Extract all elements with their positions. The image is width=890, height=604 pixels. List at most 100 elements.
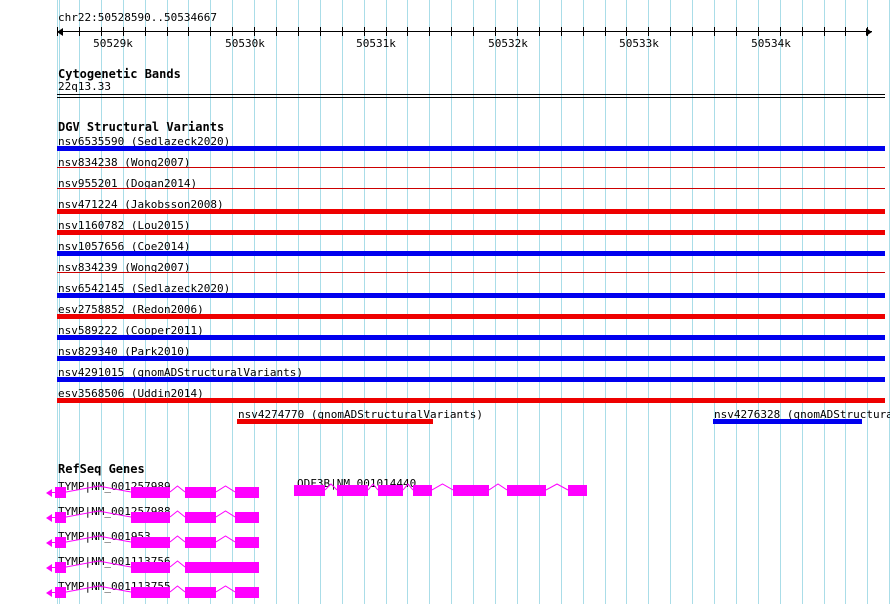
gene-intron	[66, 509, 131, 520]
dgv-variant-bar[interactable]	[57, 167, 885, 168]
cytogenetic-band-label[interactable]: 22q13.33	[58, 80, 111, 93]
dgv-variant-label[interactable]: nsv4276328 (gnomADStructuralV	[714, 408, 890, 421]
gene-exon[interactable]	[337, 485, 368, 496]
gene-exon[interactable]	[131, 537, 170, 548]
refseq-gene-label[interactable]: TYMP|NM_001113756	[58, 555, 171, 568]
dgv-variant-bar[interactable]	[57, 293, 885, 298]
dgv-variant-label[interactable]: nsv834239 (Wong2007)	[58, 261, 191, 274]
gene-exon[interactable]	[131, 562, 170, 573]
cytoband-rule-bottom	[57, 97, 885, 98]
gene-exon[interactable]	[55, 587, 66, 598]
gridline	[648, 0, 649, 604]
dgv-variant-bar[interactable]	[57, 335, 885, 340]
gene-exon[interactable]	[185, 562, 259, 573]
dgv-variant-label[interactable]: nsv1160782 (Lou2015)	[58, 219, 191, 232]
dgv-variant-bar[interactable]	[57, 314, 885, 319]
gene-intron	[170, 509, 185, 520]
gene-exon[interactable]	[131, 512, 170, 523]
dgv-variant-bar[interactable]	[57, 398, 885, 403]
gene-exon[interactable]	[185, 587, 216, 598]
gridline	[429, 0, 430, 604]
gene-exon[interactable]	[131, 487, 170, 498]
ruler-tick	[298, 27, 299, 36]
dgv-variant-label[interactable]: nsv955201 (Dogan2014)	[58, 177, 198, 190]
gridline	[561, 0, 562, 604]
gene-exon[interactable]	[55, 562, 66, 573]
gridline	[495, 0, 496, 604]
gene-exon[interactable]	[453, 485, 489, 496]
gene-intron	[170, 584, 185, 595]
dgv-variant-bar[interactable]	[57, 188, 885, 189]
dgv-variant-bar[interactable]	[57, 377, 885, 382]
dgv-variant-label[interactable]: nsv829340 (Park2010)	[58, 345, 191, 358]
gene-intron	[216, 534, 235, 545]
dgv-variant-bar[interactable]	[57, 230, 885, 235]
gene-exon[interactable]	[131, 587, 170, 598]
gene-strand-arrow-icon	[46, 489, 52, 497]
gene-exon[interactable]	[185, 487, 216, 498]
dgv-variant-label[interactable]: nsv6542145 (Sedlazeck2020)	[58, 282, 231, 295]
dgv-variant-label[interactable]: nsv4274770 (gnomADStructuralVariants)	[238, 408, 484, 421]
dgv-variant-label[interactable]: nsv4291015 (gnomADStructuralVariants)	[58, 366, 304, 379]
gene-exon[interactable]	[55, 537, 66, 548]
gene-exon[interactable]	[185, 512, 216, 523]
refseq-gene-label[interactable]: TYMP|NM_001257988	[58, 505, 171, 518]
ruler-tick-label: 50533k	[619, 37, 659, 50]
dgv-variant-bar[interactable]	[237, 419, 433, 424]
gridline	[451, 0, 452, 604]
gene-exon[interactable]	[235, 512, 259, 523]
gene-exon[interactable]	[413, 485, 432, 496]
gene-exon[interactable]	[55, 512, 66, 523]
ruler-tick	[407, 27, 408, 36]
gene-exon[interactable]	[235, 487, 259, 498]
ruler-tick	[101, 27, 102, 36]
ruler-tick	[845, 27, 846, 36]
gene-strand-arrow-icon	[46, 514, 52, 522]
dgv-variant-bar[interactable]	[713, 419, 862, 424]
refseq-gene-label[interactable]: ODF3B|NM_001014440	[297, 477, 417, 490]
dgv-variant-bar[interactable]	[57, 251, 885, 256]
ruler-tick	[495, 27, 496, 36]
refseq-gene-label[interactable]: TYMP|NM_001953	[58, 530, 151, 543]
dgv-variant-label[interactable]: nsv6535590 (Sedlazeck2020)	[58, 135, 231, 148]
dgv-variant-bar[interactable]	[57, 146, 885, 151]
dgv-variant-label[interactable]: nsv1057656 (Coe2014)	[58, 240, 191, 253]
ruler-left-arrow-icon[interactable]	[57, 28, 63, 36]
dgv-variant-bar[interactable]	[57, 209, 885, 214]
gene-exon[interactable]	[378, 485, 403, 496]
gene-intron	[170, 559, 185, 570]
refseq-gene-label[interactable]: TYMP|NM_001113755	[58, 580, 171, 593]
gene-exon[interactable]	[185, 537, 216, 548]
gene-exon[interactable]	[568, 485, 587, 496]
ruler-tick	[342, 27, 343, 36]
gridline	[539, 0, 540, 604]
ruler-tick	[802, 27, 803, 36]
ruler-tick	[561, 27, 562, 36]
dgv-variant-label[interactable]: nsv471224 (Jakobsson2008)	[58, 198, 224, 211]
gene-intron	[216, 484, 235, 495]
gene-exon[interactable]	[55, 487, 66, 498]
dgv-variant-bar[interactable]	[57, 356, 885, 361]
ruler-tick	[758, 27, 759, 36]
gene-strand-arrow-icon	[46, 589, 52, 597]
gene-exon[interactable]	[507, 485, 546, 496]
dgv-variant-label[interactable]: esv3568506 (Uddin2014)	[58, 387, 204, 400]
gridline	[758, 0, 759, 604]
ruler-right-arrow-icon[interactable]	[866, 28, 872, 36]
gridline	[867, 0, 868, 604]
ruler-tick	[123, 27, 124, 36]
gene-intron	[489, 482, 507, 493]
ruler-tick	[210, 27, 211, 36]
dgv-variant-label[interactable]: esv2758852 (Redon2006)	[58, 303, 204, 316]
gene-exon[interactable]	[235, 537, 259, 548]
dgv-variant-label[interactable]: nsv589222 (Cooper2011)	[58, 324, 204, 337]
gene-intron	[66, 484, 131, 495]
gridline	[342, 0, 343, 604]
refseq-gene-label[interactable]: TYMP|NM_001257989	[58, 480, 171, 493]
gene-exon[interactable]	[294, 485, 325, 496]
gene-exon[interactable]	[235, 587, 259, 598]
dgv-variant-bar[interactable]	[57, 272, 885, 273]
dgv-variant-label[interactable]: nsv834238 (Wong2007)	[58, 156, 191, 169]
ruler-tick	[254, 27, 255, 36]
